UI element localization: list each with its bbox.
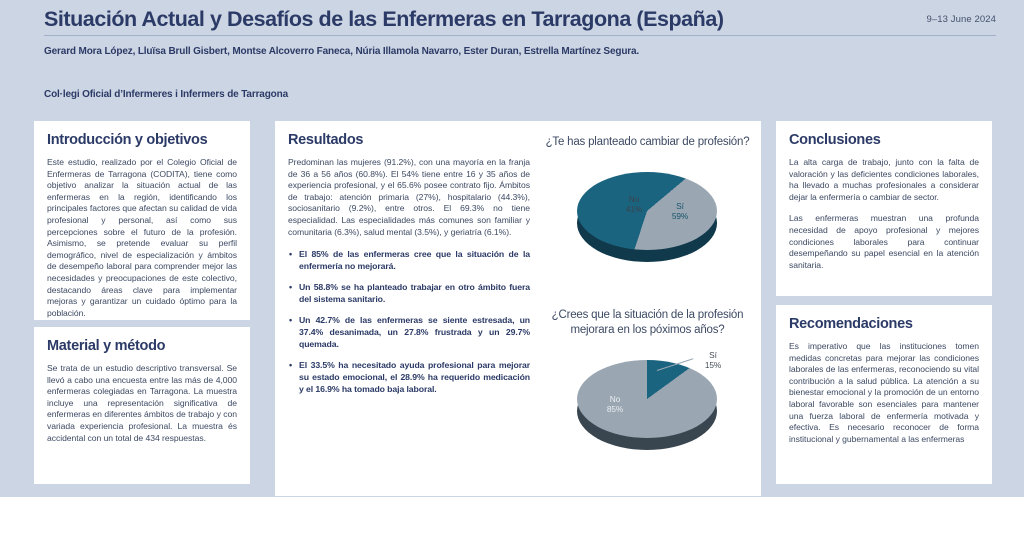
pie-body [577, 356, 717, 460]
recomendaciones-text: Es imperativo que las instituciones tome… [789, 341, 979, 444]
charts-pane: ¿Te has planteado cambiar de profesión? … [545, 135, 750, 462]
list-item: El 33.5% ha necesitado ayuda profesional… [288, 360, 530, 395]
pie-slice-label-si: Sí 59% [663, 201, 697, 221]
introduccion-text: Este estudio, realizado por el Colegio O… [47, 157, 237, 318]
chart-title-cambiar-profesion: ¿Te has planteado cambiar de profesión? [545, 136, 750, 148]
section-title-resultados: Resultados [288, 132, 364, 148]
card-material-metodo: Material y método Se trata de un estudio… [34, 327, 250, 484]
list-item: El 85% de las enfermeras cree que la sit… [288, 249, 530, 273]
congress-date: 9–13 June 2024 [926, 14, 996, 25]
pie-slice-name-si: Sí [676, 201, 684, 211]
conclusiones-paragraph-2: Las enfermeras muestran una profunda nec… [789, 213, 979, 270]
pie-slice-pct-no: 41% [625, 204, 643, 214]
material-metodo-text: Se trata de un estudio descriptivo trans… [47, 363, 237, 443]
pie-slice-name-si: Sí [709, 350, 717, 360]
pie-slice-label-no: No 41% [617, 194, 651, 214]
chart-mejora-profesion: ¿Crees que la situación de la profesión … [545, 308, 750, 462]
pie-body [577, 168, 717, 272]
section-title-introduccion: Introducción y objetivos [47, 132, 208, 148]
pie-slice-pct-si: 59% [671, 211, 689, 221]
author-list: Gerard Mora López, Lluïsa Brull Gisbert,… [44, 46, 640, 57]
chart-title-mejora-profesion: ¿Crees que la situación de la profesión … [551, 309, 744, 336]
pie-slice-pct-no: 85% [606, 404, 624, 414]
page-title: Situación Actual y Desafíos de las Enfer… [44, 7, 724, 31]
list-item: Un 58.8% se ha planteado trabajar en otr… [288, 282, 530, 306]
resultados-text: Predominan las mujeres (91.2%), con una … [288, 157, 530, 237]
pie-slice-label-no: No 85% [597, 394, 633, 414]
pie-3d-top [577, 360, 717, 438]
card-introduccion: Introducción y objetivos Este estudio, r… [34, 121, 250, 320]
resultados-bullet-list: El 85% de las enfermeras cree que la sit… [288, 249, 530, 395]
pie-slice-name-no: No [609, 394, 621, 404]
pie-slice-name-no: No [628, 194, 640, 204]
header-divider [44, 35, 996, 36]
card-recomendaciones: Recomendaciones Es imperativo que las in… [776, 305, 992, 484]
section-title-conclusiones: Conclusiones [789, 132, 881, 148]
poster-header: Situación Actual y Desafíos de las Enfer… [0, 0, 1024, 112]
poster-footer: Col·legi Oficial d'Infermeres i Infermer… [0, 497, 1024, 555]
section-title-material-metodo: Material y método [47, 338, 166, 354]
affiliation: Col·legi Oficial d’Infermeres i Infermer… [44, 89, 289, 100]
card-resultados: Resultados Predominan las mujeres (91.2%… [275, 121, 761, 496]
section-title-recomendaciones: Recomendaciones [789, 316, 913, 332]
pie-chart-cambiar-profesion: No 41% Sí 59% [545, 156, 750, 274]
chart-cambiar-profesion: ¿Te has planteado cambiar de profesión? … [545, 135, 750, 274]
pie-slice-label-si: Sí 15% [695, 350, 731, 370]
pie-chart-mejora-profesion: Sí 15% No 85% [545, 344, 750, 462]
pie-3d-top [577, 172, 717, 250]
conclusiones-paragraph-1: La alta carga de trabajo, junto con la f… [789, 157, 979, 202]
pie-slice-pct-si: 15% [704, 360, 722, 370]
resultados-pane: Resultados Predominan las mujeres (91.2%… [288, 132, 530, 405]
list-item: Un 42.7% de las enfermeras se siente est… [288, 315, 530, 350]
card-conclusiones: Conclusiones La alta carga de trabajo, j… [776, 121, 992, 296]
